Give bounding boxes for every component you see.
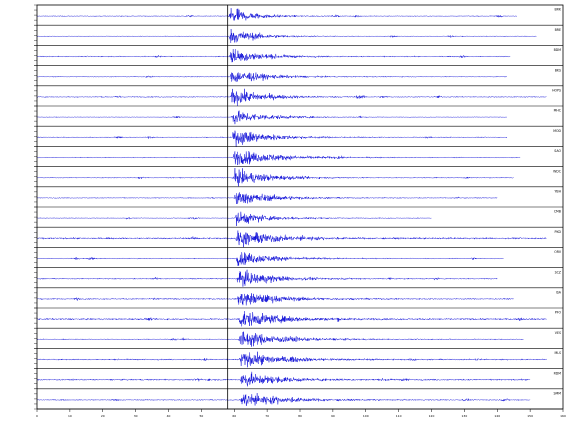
trace-BKS [36, 72, 508, 82]
trace-RDM [36, 371, 531, 387]
trace-VES [36, 331, 524, 347]
station-label-CMB: CMB [554, 210, 561, 214]
trace-PKD [36, 230, 547, 248]
trace-BRK [36, 8, 517, 21]
trace-MOD [36, 130, 508, 148]
trace-PFO [36, 311, 547, 327]
station-label-ISA: ISA [556, 290, 562, 294]
station-label-WDC: WDC [553, 169, 562, 173]
x-tick-label-0: 0 [36, 414, 38, 418]
x-tick-label-130: 130 [462, 414, 468, 418]
station-label-RDM: RDM [554, 371, 562, 375]
x-tick-label-120: 120 [429, 414, 435, 418]
x-tick-label-40: 40 [167, 414, 171, 418]
station-label-BRK: BRK [555, 8, 562, 12]
trace-ISA [36, 293, 514, 306]
trace-MLS [36, 351, 547, 368]
x-tick-label-30: 30 [134, 414, 138, 418]
trace-HOPS [36, 88, 547, 106]
trace-WDC [36, 167, 514, 187]
x-tick-label-80: 80 [298, 414, 302, 418]
traces-layer [36, 8, 547, 407]
x-tick-label-90: 90 [331, 414, 335, 418]
station-label-MLS: MLS [554, 351, 561, 355]
trace-YBH [36, 192, 498, 204]
station-label-MOD: MOD [553, 129, 561, 133]
x-tick-label-110: 110 [396, 414, 402, 418]
x-tick-label-150: 150 [527, 414, 533, 418]
x-tick-label-50: 50 [199, 414, 203, 418]
station-label-SAO: SAO [554, 149, 561, 153]
station-label-BDM: BDM [554, 48, 562, 52]
trace-CMB [36, 211, 432, 226]
x-tick-label-60: 60 [232, 414, 236, 418]
x-tick-label-10: 10 [68, 414, 72, 418]
x-tick-label-70: 70 [265, 414, 269, 418]
frame-layer [34, 4, 564, 412]
x-tick-label-140: 140 [494, 414, 500, 418]
x-tick-label-160: 160 [560, 414, 566, 418]
station-label-PKD: PKD [555, 230, 562, 234]
station-label-ORV: ORV [554, 250, 562, 254]
station-label-SMM: SMM [553, 391, 561, 395]
station-label-BKS: BKS [555, 68, 561, 72]
station-label-MHC: MHC [554, 109, 562, 113]
x-tick-label-20: 20 [101, 414, 105, 418]
station-label-PFO: PFO [555, 311, 562, 315]
station-label-BRE: BRE [555, 28, 561, 32]
trace-MHC [36, 110, 507, 125]
label-layer: BRK BRE BDM BKS HOPS MHC MOD SAO WDC YBH CMB PKD ORV… [36, 8, 566, 418]
trace-SCZ [36, 269, 498, 287]
station-label-VES: VES [555, 331, 561, 335]
x-tick-label-100: 100 [363, 414, 369, 418]
trace-SAO [36, 151, 521, 166]
trace-BRE [36, 29, 537, 43]
station-label-HOPS: HOPS [552, 88, 561, 92]
trace-ORV [36, 252, 504, 266]
station-label-YBH: YBH [554, 189, 561, 193]
station-label-SCZ: SCZ [555, 270, 562, 274]
trace-BDM [36, 48, 511, 63]
trace-SMM [37, 393, 531, 407]
